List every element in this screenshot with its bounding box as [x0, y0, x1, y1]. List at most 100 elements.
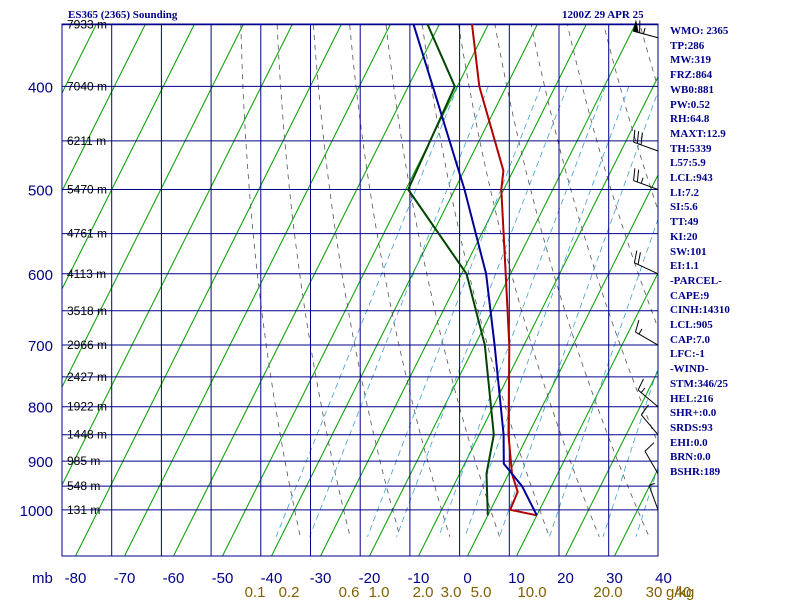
height-label: 7933 m — [67, 18, 107, 32]
temperature-tick-label: 20 — [557, 570, 574, 587]
wind-barb — [640, 404, 659, 436]
sounding-index-item: FRZ:864 — [670, 69, 713, 82]
wind-barb-feather — [637, 252, 641, 265]
dry-adiabat-line — [494, 24, 650, 537]
wind-barb-feather — [640, 404, 649, 416]
isotherm-line — [0, 24, 48, 556]
temperature-tick-label: 30 — [606, 570, 623, 587]
wind-barb-staff — [634, 262, 659, 275]
wind-barb-staff — [633, 141, 659, 152]
valid-time: 1200Z 29 APR 25 — [562, 9, 644, 21]
sounding-index-item: LI:7.2 — [670, 186, 700, 199]
wind-barb-feather — [644, 442, 655, 452]
height-label: 548 m — [67, 479, 100, 493]
mixing-ratio-label: 30 — [646, 584, 663, 600]
plot-frame — [61, 23, 659, 557]
height-label: 6211 m — [67, 134, 106, 148]
height-labels: 16060 m13440 m11570 m10180 m8950 m7933 m… — [67, 18, 107, 517]
sounding-index-item: PW:0.52 — [670, 98, 711, 111]
wind-barb — [635, 319, 659, 346]
wind-barb-feather — [637, 378, 644, 391]
sounding-index-item: SRDS:93 — [670, 421, 713, 434]
dry-adiabat-line — [349, 24, 451, 537]
height-label: 1922 m — [67, 400, 107, 414]
wind-barb-feather — [640, 132, 643, 145]
pressure-tick-label: 700 — [28, 338, 53, 355]
sounding-index-item: SI:5.6 — [670, 201, 698, 214]
temperature-tick-label: 10 — [508, 570, 525, 587]
isotherm-line — [62, 24, 97, 95]
dry-adiabat-line — [276, 24, 351, 537]
dry-adiabat-line — [240, 24, 301, 537]
temperature-tick-label: 0 — [463, 570, 471, 587]
mixing-ratio-line — [464, 86, 630, 537]
mixing-ratio-label: 10.0 — [517, 584, 546, 600]
sounding-index-item: LCL:905 — [670, 319, 713, 332]
wind-barb-half-feather — [643, 27, 646, 34]
sounding-index-item: BRN:0.0 — [670, 451, 711, 464]
height-label: 7040 m — [67, 79, 107, 93]
sounding-index-item: HEL:216 — [670, 392, 714, 405]
isotherm-line — [565, 369, 658, 556]
sounding-index-item: MW:319 — [670, 54, 711, 67]
mixing-ratio-label: 40 — [675, 584, 692, 600]
sounding-index-item: EI:1.1 — [670, 260, 700, 273]
sounding-indices-list: WMO: 2365 TP:286 MW:319 FRZ:864 WB0:881 PW:0.… — [670, 24, 800, 480]
wind-barb-staff — [633, 180, 659, 190]
height-label: 2966 m — [67, 338, 107, 352]
pressure-tick-label: 800 — [28, 400, 53, 417]
mixing-ratio-line — [275, 86, 459, 537]
temperature-tick-label: -70 — [114, 570, 136, 587]
wind-barbs — [632, 19, 659, 511]
sounding-index-item: KI:20 — [670, 230, 698, 243]
pressure-tick-label: 600 — [28, 267, 53, 284]
temperature-tick-label: -60 — [163, 570, 185, 587]
mixing-ratio-label: 2.0 — [413, 584, 434, 600]
sounding-index-item: CAP:7.0 — [670, 333, 711, 346]
isotherm-line — [173, 24, 440, 556]
height-label: 985 m — [67, 454, 100, 468]
sounding-index-item: WB0:881 — [670, 83, 714, 96]
isotherm-line — [418, 75, 658, 556]
wind-barb-feather — [633, 250, 638, 263]
sounding-index-item: L57:5.9 — [670, 157, 706, 170]
temperature-tick-label: 40 — [655, 570, 672, 587]
sounding-index-item: SW:101 — [670, 245, 707, 258]
sounding-index-item: CINH:14310 — [670, 304, 730, 317]
pressure-tick-label: 900 — [28, 454, 53, 471]
sounding-index-item: STM:346/25 — [670, 377, 729, 390]
mixing-ratio-line — [367, 86, 542, 537]
axis-labels: 1002003004005006007008009001000mb-80-70-… — [20, 79, 695, 600]
temperature-tick-label: -40 — [261, 570, 283, 587]
wind-barb — [633, 250, 659, 275]
height-label: 3518 m — [67, 304, 107, 318]
wind-barb-feather — [635, 319, 640, 333]
temperature-tick-label: -20 — [359, 570, 381, 587]
wind-barb-half-feather — [648, 482, 655, 486]
sounding-index-item: CAPE:9 — [670, 289, 710, 302]
mixing-ratio-label: 1.0 — [369, 584, 390, 600]
isotherm-lines — [0, 24, 658, 556]
wind-barb-staff — [644, 451, 659, 475]
pressure-tick-label: 1000 — [20, 503, 53, 520]
wind-barb — [633, 168, 659, 190]
station-title: ES365 (2365) Sounding — [68, 9, 178, 21]
mixing-ratio-label: 5.0 — [471, 584, 492, 600]
dewpoint-profile-line — [407, 24, 495, 516]
sounding-index-item: -PARCEL- — [670, 274, 722, 287]
sounding-index-item: LCL:943 — [670, 172, 713, 185]
isotherm-line — [75, 24, 342, 556]
height-label: 5470 m — [67, 183, 107, 197]
sounding-index-item: RH:64.8 — [670, 113, 710, 126]
wind-barb-feather — [636, 131, 640, 144]
wind-barb-staff — [648, 485, 659, 511]
wind-barb-half-feather — [640, 177, 644, 184]
wind-barb-staff — [635, 331, 659, 346]
mixing-ratio-label: 20.0 — [593, 584, 622, 600]
isotherm-line — [124, 24, 391, 556]
isotherm-line — [222, 24, 489, 556]
dry-adiabat-line — [312, 24, 401, 537]
sounding-index-item: LFC:-1 — [670, 348, 705, 361]
dry-adiabat-line — [385, 24, 500, 537]
